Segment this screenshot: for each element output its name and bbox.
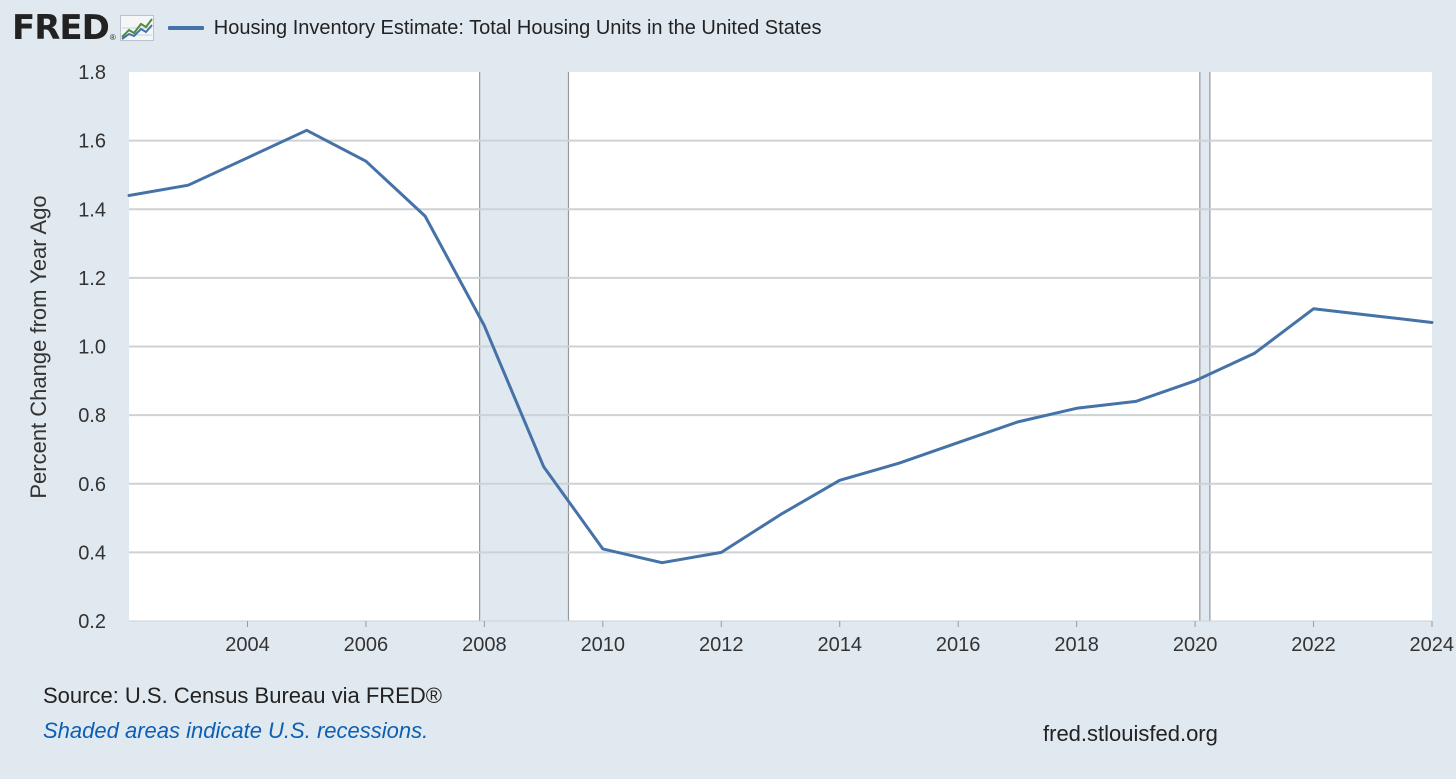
y-tick-label: 1.8 (78, 62, 106, 84)
x-axis-tick-labels: 2004 2006 2008 2010 2012 2014 2016 2018 2020 2022… (225, 621, 1454, 656)
fred-logo-registered-mark: ® (109, 33, 116, 42)
x-tick-label: 2022 (1291, 634, 1336, 656)
y-axis-tick-labels: 0.2 0.4 0.6 0.8 1.0 1.2 1.4 1.6 1.8 (78, 62, 106, 633)
y-tick-label: 0.8 (78, 405, 106, 427)
x-tick-label: 2018 (1054, 634, 1099, 656)
x-tick-label: 2016 (936, 634, 981, 656)
x-tick-label: 2008 (462, 634, 507, 656)
y-axis-label: Percent Change from Year Ago (26, 195, 51, 498)
line-chart: 0.2 0.4 0.6 0.8 1.0 1.2 1.4 1.6 1.8 2004 2006 2008… (26, 62, 1454, 656)
fred-logo[interactable]: FRED (12, 8, 110, 48)
fred-url-link[interactable]: fred.stlouisfed.org (1043, 721, 1218, 746)
chart-legend[interactable]: Housing Inventory Estimate: Total Housin… (167, 16, 822, 40)
y-tick-label: 1.6 (78, 131, 106, 153)
y-tick-label: 0.2 (78, 611, 106, 633)
chart-header: FRED ® Housing Inventory Estimate: Total… (12, 8, 822, 48)
y-tick-label: 1.2 (78, 268, 106, 290)
recession-note: Shaded areas indicate U.S. recessions. (43, 718, 429, 743)
x-tick-label: 2024 (1410, 634, 1455, 656)
legend-label: Housing Inventory Estimate: Total Housin… (213, 16, 822, 39)
y-tick-label: 0.6 (78, 474, 106, 496)
x-tick-label: 2012 (699, 634, 744, 656)
trend-line-chart-icon (119, 15, 154, 41)
gridlines (129, 139, 1432, 622)
series-lines (127, 128, 1434, 565)
y-tick-label: 1.4 (78, 199, 106, 221)
x-tick-label: 2006 (344, 634, 389, 656)
x-tick-label: 2014 (817, 634, 862, 656)
source-note: Source: U.S. Census Bureau via FRED® (43, 683, 442, 708)
y-tick-label: 1.0 (78, 337, 106, 359)
series-line (127, 128, 1434, 565)
x-tick-label: 2010 (581, 634, 626, 656)
x-tick-label: 2020 (1173, 634, 1218, 656)
y-tick-label: 0.4 (78, 542, 106, 564)
legend-swatch (167, 26, 204, 30)
x-tick-label: 2004 (225, 634, 270, 656)
